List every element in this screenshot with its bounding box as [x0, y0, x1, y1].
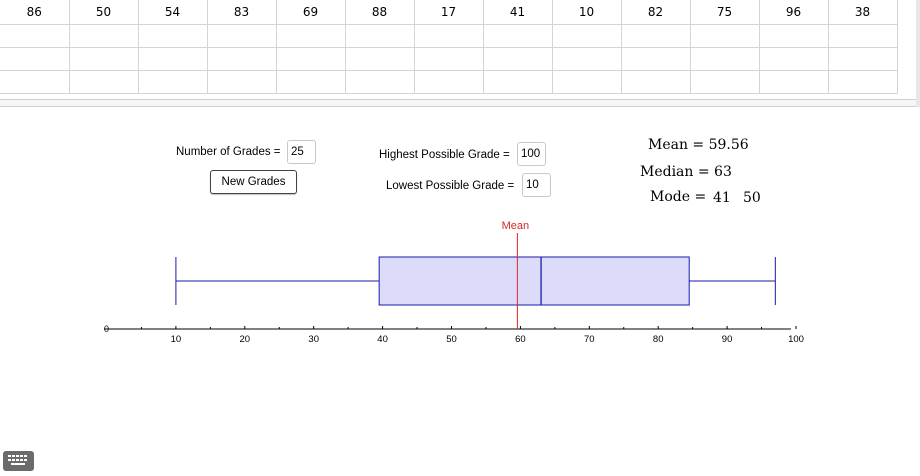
- table-cell[interactable]: [758, 24, 829, 48]
- table-cell[interactable]: [413, 47, 484, 71]
- table-cell[interactable]: [344, 24, 415, 48]
- table-cell[interactable]: [689, 24, 760, 48]
- table-cell[interactable]: [758, 70, 829, 94]
- table-cell[interactable]: [689, 47, 760, 71]
- tick-label: 40: [377, 334, 388, 345]
- spreadsheet[interactable]: 86 50 54 83 69 88 17 41 10 82 75 96 38: [0, 0, 918, 100]
- mean-text: Mean = 59.56: [648, 137, 749, 153]
- table-cell[interactable]: [827, 47, 898, 71]
- table-cell[interactable]: 96: [758, 0, 829, 25]
- table-cell[interactable]: [275, 24, 346, 48]
- table-cell[interactable]: 10: [551, 0, 622, 25]
- table-cell[interactable]: [620, 24, 691, 48]
- table-cell[interactable]: [620, 47, 691, 71]
- box-plot: 0 10 20 30 40 50 60 70 80 90 100 Mean: [104, 220, 804, 345]
- table-cell[interactable]: [206, 47, 277, 71]
- table-row: [0, 70, 898, 94]
- table-cell[interactable]: [413, 24, 484, 48]
- table-cell[interactable]: [0, 70, 70, 94]
- table-cell[interactable]: [68, 70, 139, 94]
- table-cell[interactable]: [482, 70, 553, 94]
- keyboard-icon[interactable]: [3, 451, 34, 471]
- table-row: 86 50 54 83 69 88 17 41 10 82 75 96 38: [0, 0, 898, 25]
- table-cell[interactable]: 54: [137, 0, 208, 25]
- tick-label: 70: [584, 334, 595, 345]
- new-grades-button[interactable]: New Grades: [210, 170, 297, 194]
- table-cell[interactable]: [68, 24, 139, 48]
- table-cell[interactable]: [206, 24, 277, 48]
- table-cell[interactable]: [344, 47, 415, 71]
- table-cell[interactable]: [827, 24, 898, 48]
- table-cell[interactable]: [551, 70, 622, 94]
- table-cell[interactable]: [137, 47, 208, 71]
- table-cell[interactable]: [0, 47, 70, 71]
- table-cell[interactable]: 38: [827, 0, 898, 25]
- tick-label: 60: [515, 334, 526, 345]
- mode-value: 50: [743, 190, 761, 206]
- lowest-grade-label: Lowest Possible Grade =: [386, 180, 515, 192]
- highest-grade-label: Highest Possible Grade =: [379, 149, 510, 161]
- tick-label: 10: [171, 334, 182, 345]
- table-cell[interactable]: 17: [413, 0, 484, 25]
- table-cell[interactable]: 41: [482, 0, 553, 25]
- table-cell[interactable]: [275, 70, 346, 94]
- table-cell[interactable]: 86: [0, 0, 70, 25]
- scrollbar[interactable]: [916, 0, 920, 107]
- interquartile-box: [378, 256, 690, 306]
- tick-label: 80: [653, 334, 664, 345]
- mean-label: Mean: [502, 220, 530, 232]
- mode-label: Mode =: [650, 189, 707, 205]
- table-row: [0, 47, 898, 71]
- table-cell[interactable]: [344, 70, 415, 94]
- table-cell[interactable]: 69: [275, 0, 346, 25]
- tick-label: 50: [446, 334, 457, 345]
- table-cell[interactable]: 75: [689, 0, 760, 25]
- table-cell[interactable]: [206, 70, 277, 94]
- table-cell[interactable]: [620, 70, 691, 94]
- tick-label: 30: [308, 334, 319, 345]
- table-cell[interactable]: 82: [620, 0, 691, 25]
- table-cell[interactable]: 88: [344, 0, 415, 25]
- table-cell[interactable]: [482, 47, 553, 71]
- number-of-grades-input[interactable]: [287, 140, 316, 164]
- table-cell[interactable]: [137, 70, 208, 94]
- table-cell[interactable]: [689, 70, 760, 94]
- table-cell[interactable]: [551, 47, 622, 71]
- table-cell[interactable]: [0, 24, 70, 48]
- lowest-grade-input[interactable]: [522, 173, 551, 197]
- table-cell[interactable]: [482, 24, 553, 48]
- tick-label: 20: [240, 334, 251, 345]
- table-row: [0, 24, 898, 48]
- table-cell[interactable]: 83: [206, 0, 277, 25]
- number-of-grades-label: Number of Grades =: [176, 146, 281, 158]
- table-cell[interactable]: [68, 47, 139, 71]
- mode-value: 41: [713, 190, 731, 206]
- table-cell[interactable]: [758, 47, 829, 71]
- table-cell[interactable]: [137, 24, 208, 48]
- tick-label: 100: [788, 334, 804, 345]
- median-text: Median = 63: [640, 164, 732, 180]
- panel-divider[interactable]: [0, 99, 918, 107]
- origin-label: 0: [104, 324, 109, 334]
- table-cell[interactable]: [413, 70, 484, 94]
- tick-label: 90: [722, 334, 733, 345]
- table-cell[interactable]: [551, 24, 622, 48]
- table-cell[interactable]: [827, 70, 898, 94]
- table-cell[interactable]: 50: [68, 0, 139, 25]
- highest-grade-input[interactable]: [517, 142, 546, 166]
- table-cell[interactable]: [275, 47, 346, 71]
